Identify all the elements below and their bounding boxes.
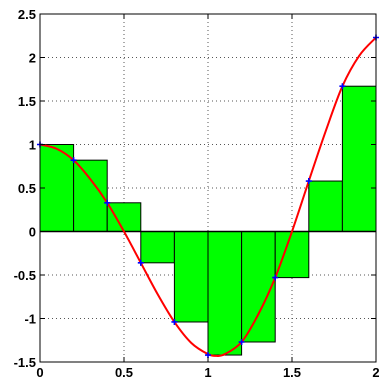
histogram-bar: [140, 231, 175, 264]
y-tick-label: -0.5: [14, 268, 36, 283]
curve-series: [39, 36, 377, 357]
sample-point-marker: [339, 83, 346, 90]
y-tick-label: 0.5: [18, 181, 36, 196]
curve-line: [39, 36, 377, 357]
y-tick-label: -1.5: [14, 355, 36, 370]
histogram-bar: [241, 231, 276, 343]
histogram-bar: [173, 231, 209, 323]
y-tick-label: 1: [29, 138, 36, 153]
sample-point-marker: [305, 178, 312, 185]
y-tick-label: -1: [24, 312, 36, 327]
y-tick-label: 1.5: [18, 94, 36, 109]
x-tick-label: 2: [372, 365, 379, 380]
histogram-bar: [106, 202, 142, 232]
histogram-bar: [274, 231, 310, 279]
y-tick-label: 0: [29, 225, 36, 240]
histogram-bar: [39, 144, 75, 232]
x-tick-label: 1.5: [283, 365, 301, 380]
x-axis-ticks: 0 0.5 1 1.5 2: [36, 14, 379, 380]
histogram-bar: [308, 180, 343, 232]
x-tick-label: 0: [36, 365, 43, 380]
sample-point-marker: [104, 199, 111, 206]
histogram-bar: [341, 85, 377, 232]
y-tick-label: 2.5: [18, 7, 36, 22]
sample-point-marker: [171, 318, 178, 325]
sample-point-marker: [272, 274, 279, 281]
histogram-bar: [207, 231, 243, 356]
sample-point-marker: [137, 259, 144, 266]
x-tick-label: 1: [204, 365, 211, 380]
y-tick-label: 2: [29, 51, 36, 66]
x-tick-label: 0.5: [115, 365, 133, 380]
y-axis-ticks: 2.5 2 1.5 1 0.5 0 -0.5 -1 -1.5: [14, 7, 376, 370]
sample-point-marker: [70, 157, 77, 164]
sample-point-marker: [238, 338, 245, 345]
